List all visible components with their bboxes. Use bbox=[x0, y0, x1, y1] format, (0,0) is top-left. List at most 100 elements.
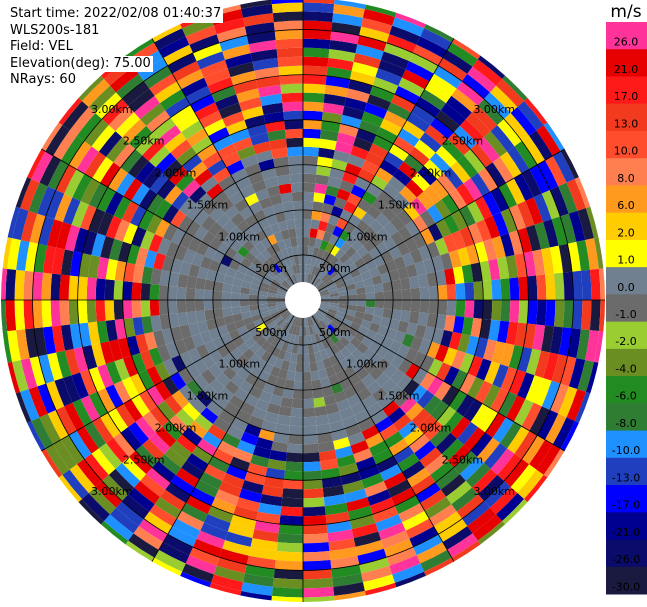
velocity-gate bbox=[149, 283, 160, 300]
velocity-gate bbox=[123, 317, 136, 338]
velocity-gate bbox=[149, 73, 177, 96]
velocity-gate bbox=[248, 546, 277, 561]
velocity-gate bbox=[303, 65, 328, 76]
velocity-gate bbox=[294, 371, 303, 382]
velocity-gate bbox=[410, 287, 421, 300]
velocity-gate bbox=[224, 205, 240, 220]
velocity-gate bbox=[213, 17, 245, 35]
velocity-gate bbox=[133, 526, 164, 550]
velocity-gate bbox=[261, 314, 272, 323]
velocity-gate bbox=[208, 327, 221, 341]
velocity-gate bbox=[303, 371, 312, 382]
velocity-gate bbox=[356, 245, 369, 258]
instrument-label: WLS200s-181 bbox=[10, 22, 102, 39]
velocity-gate bbox=[342, 415, 359, 429]
velocity-gate bbox=[263, 411, 279, 424]
velocity-gate bbox=[209, 582, 242, 596]
velocity-gate bbox=[336, 454, 356, 468]
velocity-gate bbox=[420, 89, 447, 111]
velocity-gate bbox=[158, 300, 169, 316]
velocity-gate bbox=[401, 252, 415, 267]
velocity-gate bbox=[399, 396, 417, 414]
velocity-gate bbox=[236, 354, 249, 367]
velocity-gate bbox=[456, 81, 484, 106]
velocity-gate bbox=[197, 143, 218, 162]
velocity-gate bbox=[261, 102, 284, 115]
velocity-gate bbox=[413, 534, 443, 556]
velocity-gate bbox=[258, 290, 268, 297]
velocity-gates bbox=[1, 0, 605, 602]
velocity-gate bbox=[113, 143, 136, 168]
velocity-gate bbox=[437, 284, 448, 300]
velocity-gate bbox=[443, 233, 458, 253]
velocity-gate bbox=[316, 360, 326, 371]
velocity-gate bbox=[251, 331, 263, 343]
velocity-gate bbox=[314, 405, 328, 417]
velocity-gate bbox=[303, 551, 331, 562]
velocity-gate bbox=[357, 263, 369, 275]
velocity-gate bbox=[472, 59, 503, 86]
velocity-gate bbox=[275, 297, 286, 300]
velocity-gate bbox=[332, 13, 363, 27]
velocity-gate bbox=[300, 317, 303, 328]
velocity-gate bbox=[394, 85, 421, 105]
velocity-gate bbox=[416, 191, 435, 210]
velocity-gate bbox=[371, 274, 383, 286]
velocity-gate bbox=[370, 175, 388, 191]
velocity-gate bbox=[240, 257, 252, 269]
velocity-gate bbox=[123, 262, 136, 283]
velocity-gate bbox=[513, 399, 534, 427]
velocity-gate bbox=[115, 403, 136, 428]
velocity-gate bbox=[402, 460, 425, 480]
velocity-gate bbox=[308, 237, 317, 248]
velocity-gate bbox=[41, 300, 52, 328]
velocity-gate bbox=[7, 238, 21, 270]
velocity-gate bbox=[325, 346, 335, 358]
velocity-gate bbox=[222, 352, 237, 367]
velocity-gate bbox=[536, 125, 561, 156]
velocity-gate bbox=[315, 279, 324, 288]
colorbar-swatch bbox=[606, 321, 647, 350]
velocity-gate bbox=[387, 176, 406, 193]
velocity-gate bbox=[412, 351, 427, 368]
velocity-gate bbox=[321, 329, 330, 340]
velocity-gate bbox=[194, 102, 219, 121]
velocity-gate bbox=[80, 204, 98, 231]
velocity-gate bbox=[32, 271, 43, 300]
velocity-gate bbox=[250, 538, 278, 552]
velocity-gate bbox=[394, 495, 421, 515]
velocity-gate bbox=[179, 232, 194, 249]
velocity-gate bbox=[155, 426, 177, 448]
velocity-gate bbox=[261, 485, 284, 498]
velocity-gate bbox=[430, 179, 449, 200]
velocity-gate bbox=[525, 348, 542, 376]
velocity-gate bbox=[384, 151, 404, 169]
velocity-gate bbox=[276, 273, 285, 282]
velocity-gate bbox=[289, 416, 303, 427]
velocity-gate bbox=[230, 292, 241, 300]
velocity-gate bbox=[323, 194, 337, 206]
velocity-gate bbox=[303, 83, 326, 94]
velocity-gate bbox=[472, 514, 503, 541]
velocity-gate bbox=[312, 276, 319, 286]
velocity-gate bbox=[443, 411, 464, 433]
velocity-gate bbox=[303, 173, 317, 184]
velocity-gate bbox=[217, 263, 229, 275]
velocity-gate bbox=[387, 479, 412, 498]
velocity-gate bbox=[256, 511, 281, 525]
velocity-gate bbox=[412, 232, 427, 249]
velocity-gate bbox=[203, 300, 214, 311]
velocity-gate bbox=[273, 275, 283, 285]
velocity-gate bbox=[54, 378, 73, 407]
velocity-gate bbox=[375, 167, 394, 184]
velocity-gate bbox=[185, 300, 196, 313]
velocity-gate bbox=[171, 227, 186, 245]
velocity-gate bbox=[88, 366, 106, 392]
velocity-gate bbox=[397, 358, 413, 375]
velocity-gate bbox=[360, 319, 372, 330]
velocity-gate bbox=[289, 173, 303, 184]
range-ring-label: 2.50km bbox=[123, 453, 165, 466]
velocity-gate bbox=[313, 313, 322, 322]
velocity-gate bbox=[391, 279, 402, 291]
velocity-gate bbox=[567, 241, 581, 272]
